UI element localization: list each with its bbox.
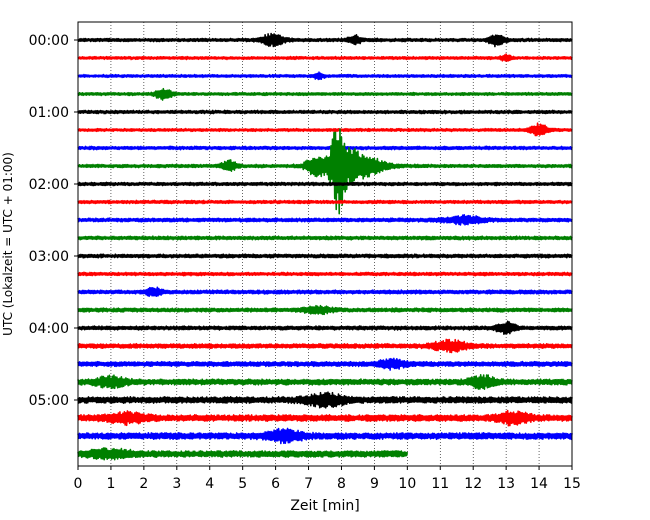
x-tick-label: 8 [337, 476, 346, 492]
seismogram-trace [77, 427, 573, 445]
seismogram-trace [77, 357, 573, 371]
grid-layer [110, 22, 540, 466]
traces-layer [77, 32, 573, 461]
x-tick-label: 2 [139, 476, 148, 492]
seismogram-trace [77, 122, 573, 137]
x-tick-label: 9 [370, 476, 379, 492]
x-axis: 0 1 2 3 4 5 6 7 8 9 10 11 12 13 14 15 [74, 466, 581, 492]
seismogram-trace [77, 32, 573, 48]
y-axis: 00:00 01:00 02:00 03:00 04:00 05:00 [29, 33, 78, 409]
seismogram-trace [77, 235, 573, 241]
seismogram-trace [77, 304, 573, 316]
x-tick-label: 14 [530, 476, 548, 492]
y-tick-label: 00:00 [29, 33, 69, 49]
x-tick-label: 7 [304, 476, 313, 492]
plot-frame [77, 21, 573, 467]
seismogram-trace [77, 253, 573, 259]
x-tick-label: 4 [205, 476, 214, 492]
x-tick-label: 5 [238, 476, 247, 492]
seismogram-trace [77, 199, 573, 205]
x-tick-label: 1 [106, 476, 115, 492]
seismogram-trace [77, 271, 573, 277]
y-tick-label: 02:00 [29, 177, 69, 193]
y-tick-label: 03:00 [29, 249, 69, 265]
seismogram-trace [77, 391, 573, 409]
y-tick-label: 05:00 [29, 393, 69, 409]
seismogram-trace [77, 286, 573, 298]
seismogram-trace [77, 213, 573, 226]
seismogram-trace [77, 320, 573, 336]
y-tick-label: 04:00 [29, 321, 69, 337]
y-axis-label: UTC (Lokalzeit = UTC + 01:00) [1, 152, 15, 336]
x-tick-label: 0 [74, 476, 83, 492]
y-tick-label: 01:00 [29, 105, 69, 121]
x-tick-label: 10 [398, 476, 416, 492]
x-tick-label: 3 [172, 476, 181, 492]
seismogram-trace [77, 374, 573, 390]
seismogram-trace [77, 409, 573, 427]
seismogram-trace [77, 181, 573, 187]
x-tick-label: 13 [497, 476, 515, 492]
x-tick-label: 12 [464, 476, 482, 492]
x-tick-label: 11 [431, 476, 449, 492]
seismogram-trace [77, 338, 573, 354]
seismogram-trace [77, 87, 573, 101]
seismogram-trace [77, 128, 573, 215]
x-axis-label: Zeit [min] [290, 498, 359, 514]
seismogram-trace [77, 145, 573, 151]
seismogram-trace [77, 53, 573, 62]
seismogram-trace [77, 71, 573, 81]
x-tick-label: 6 [271, 476, 280, 492]
x-tick-label: 15 [563, 476, 581, 492]
seismogram-trace [77, 109, 573, 115]
seismogram-trace [77, 447, 409, 461]
